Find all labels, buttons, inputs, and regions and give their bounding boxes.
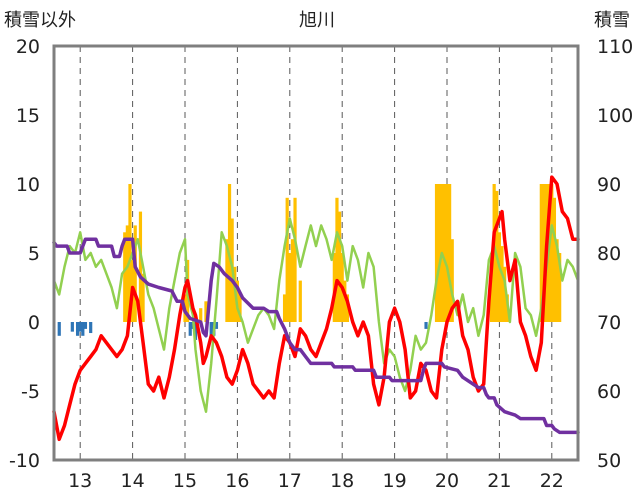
rain-bar (81, 322, 85, 336)
x-tick-label: 15 (173, 470, 197, 492)
x-tick-label: 13 (68, 470, 92, 492)
right-tick-label: 50 (597, 450, 621, 472)
snowfall-bar (225, 239, 229, 322)
rain-bar (193, 322, 198, 340)
plot-area-frame (52, 44, 580, 462)
left-tick-label: -5 (21, 381, 40, 403)
snowfall-bar (337, 211, 342, 322)
snowfall-bar (550, 184, 554, 322)
left-axis-ticks: -10 -5 0 5 10 15 20 (9, 36, 40, 472)
snowfall-bar (497, 232, 501, 322)
min_temp-line (52, 175, 580, 442)
snowfall-bar (288, 253, 292, 322)
left-tick-label: 20 (16, 36, 40, 58)
snow_depth-line (52, 237, 580, 435)
snowfall-bar (445, 184, 449, 322)
snowfall-bar (123, 232, 127, 322)
rain-bar (214, 322, 219, 329)
x-tick-label: 16 (225, 470, 249, 492)
x-tick-label: 20 (435, 470, 459, 492)
x-tick-label: 17 (278, 470, 302, 492)
snowfall-bar (552, 197, 557, 322)
snowfall-bar (448, 184, 452, 322)
x-tick-label: 22 (540, 470, 564, 492)
snowfall-bar (503, 266, 507, 322)
rain-bar (75, 322, 80, 336)
left-tick-label: -10 (9, 450, 40, 472)
snowfall-bar (199, 308, 203, 322)
snowfall-bar (434, 184, 439, 322)
x-axis-ticks: 13 14 15 16 17 18 19 20 21 22 (68, 470, 564, 492)
snowfall-bar (204, 301, 208, 322)
snowfall-bar (450, 239, 454, 322)
rain-bar (70, 322, 74, 332)
snowfall-bar (293, 197, 297, 322)
rain-bar (209, 322, 213, 340)
snowfall-bar (133, 225, 137, 322)
chart-title: 旭川 (299, 10, 335, 31)
snowfall-bar (128, 184, 132, 322)
snowfall-bar (500, 246, 504, 322)
rain-bar (188, 322, 192, 336)
snowfall-bar (141, 273, 145, 322)
right-tick-label: 70 (597, 312, 621, 334)
x-tick-label: 18 (330, 470, 354, 492)
rain-bar (78, 322, 82, 332)
rain-bar (83, 322, 88, 329)
right-tick-label: 110 (597, 36, 633, 58)
left-tick-label: 10 (16, 174, 40, 196)
right-axis-label: 積雪 (594, 10, 630, 31)
snowfall-bar (442, 184, 446, 322)
snowfall-bar (238, 294, 242, 322)
rain-bar (424, 322, 428, 329)
x-tick-label: 19 (383, 470, 407, 492)
rain-bar (89, 322, 93, 334)
snowfall-bar (539, 184, 543, 322)
x-tick-label: 21 (487, 470, 511, 492)
snowfall-bar (558, 253, 562, 322)
left-axis-label: 積雪以外 (4, 10, 76, 31)
snowfall-bar (437, 184, 441, 322)
x-tick-label: 14 (121, 470, 145, 492)
right-tick-label: 60 (597, 381, 621, 403)
left-tick-label: 0 (28, 312, 40, 334)
series-lines (52, 175, 580, 442)
left-tick-label: 5 (28, 243, 40, 265)
snowfall-bar (125, 225, 129, 322)
max_temp-line (52, 217, 580, 413)
snowfall-bar (542, 184, 546, 322)
snowfall-bar (335, 197, 339, 322)
right-tick-label: 90 (597, 174, 621, 196)
snowfall-bar (282, 294, 287, 322)
snowfall-bar (138, 211, 143, 322)
snowfall-bar (343, 280, 347, 322)
rain-bar (57, 322, 61, 336)
snowfall-bar (285, 197, 289, 322)
snowfall-bar (555, 239, 559, 322)
snowfall-bar (290, 239, 295, 322)
left-tick-label: 15 (16, 105, 40, 127)
vertical-gridlines (79, 46, 553, 460)
right-tick-label: 100 (597, 105, 633, 127)
right-tick-label: 80 (597, 243, 621, 265)
right-axis-ticks: 50 60 70 80 90 100 110 (597, 36, 633, 472)
snowfall-bar (298, 280, 302, 322)
